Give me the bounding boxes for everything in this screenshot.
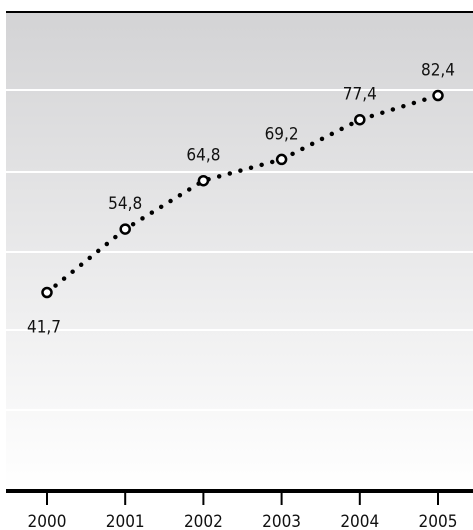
- x-tick-label: 2003: [262, 512, 301, 530]
- data-point-marker: [41, 286, 53, 299]
- x-tick-label: 2005: [419, 512, 458, 530]
- data-label: 82,4: [421, 61, 455, 81]
- x-axis-ticks: [46, 491, 439, 505]
- x-axis-labels: 2000 2001 2002 2003 2004 2005: [28, 512, 458, 530]
- x-tick-label: 2000: [28, 512, 67, 530]
- data-point-marker: [119, 223, 131, 235]
- x-tick-label: 2002: [184, 512, 223, 530]
- data-points: [41, 89, 444, 299]
- x-tick-label: 2004: [340, 512, 379, 530]
- data-label: 41,7: [27, 318, 61, 338]
- data-point-marker: [432, 89, 444, 102]
- data-labels: 41,7 54,8 64,8 69,2 77,4 82,4: [27, 61, 455, 338]
- data-label: 77,4: [343, 85, 377, 105]
- data-point-marker: [275, 153, 288, 166]
- series-line: [44, 93, 441, 295]
- data-point-marker: [354, 113, 366, 126]
- x-tick-label: 2001: [106, 512, 145, 530]
- data-label: 69,2: [265, 124, 299, 144]
- data-label: 54,8: [108, 194, 142, 214]
- data-point-marker: [197, 174, 210, 187]
- data-label: 64,8: [186, 146, 220, 166]
